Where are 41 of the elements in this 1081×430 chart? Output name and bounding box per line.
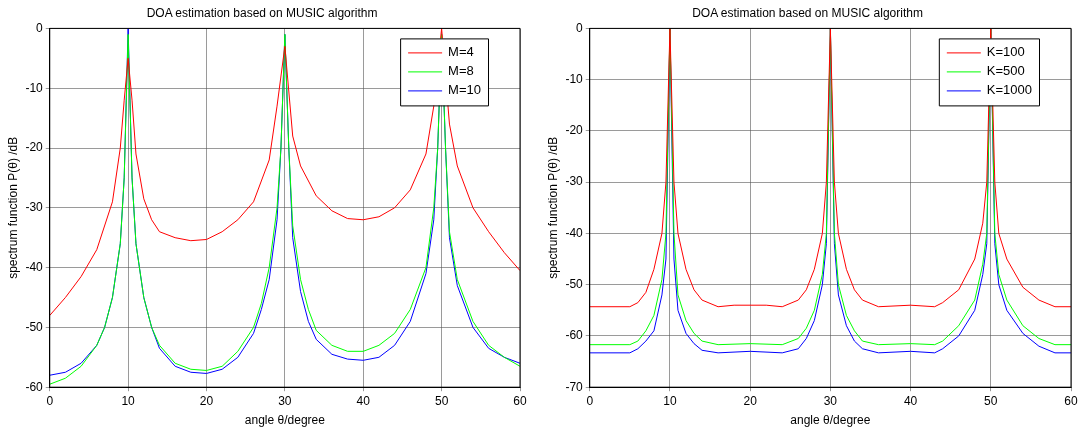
y-axis-title: spectrum function P(θ) /dB <box>5 136 20 279</box>
legend-label: K=1000 <box>986 82 1032 98</box>
y-tick-label: 0 <box>576 20 584 35</box>
x-tick-label: 60 <box>1064 393 1078 408</box>
x-tick-label: 30 <box>823 393 838 408</box>
y-tick-label: -50 <box>565 277 584 291</box>
y-tick-label: -40 <box>25 259 44 274</box>
chart-title: DOA estimation based on MUSIC algorithm <box>146 5 378 20</box>
y-tick-label: -70 <box>565 379 584 394</box>
y-tick-label: -30 <box>25 200 44 215</box>
y-axis-title: spectrum function P(θ) /dB <box>545 136 560 279</box>
legend-label: K=500 <box>986 63 1025 79</box>
x-tick-label: 10 <box>121 393 136 408</box>
y-tick-label: -10 <box>565 71 584 86</box>
x-tick-label: 50 <box>984 393 998 408</box>
legend-label: K=100 <box>986 44 1025 60</box>
y-tick-label: -40 <box>565 225 584 240</box>
legend-label: M=8 <box>448 63 474 79</box>
y-tick-label: -10 <box>25 80 44 95</box>
x-tick-label: 20 <box>199 393 214 408</box>
legend-label: M=4 <box>448 44 474 60</box>
x-tick-label: 30 <box>278 393 292 408</box>
y-tick-label: 0 <box>36 20 44 35</box>
x-tick-label: 60 <box>513 393 527 408</box>
x-tick-label: 0 <box>46 393 54 408</box>
x-tick-label: 20 <box>743 393 758 408</box>
y-tick-label: -50 <box>25 319 44 334</box>
y-tick-label: -20 <box>565 123 584 138</box>
x-tick-label: 0 <box>586 393 594 408</box>
y-tick-label: -30 <box>565 174 584 189</box>
y-tick-label: -20 <box>25 140 44 155</box>
y-tick-label: -60 <box>25 379 44 394</box>
legend-label: M=10 <box>448 82 482 98</box>
x-tick-label: 40 <box>903 393 918 408</box>
x-axis-title: angle θ/degree <box>790 413 871 428</box>
x-axis-title: angle θ/degree <box>244 413 326 428</box>
y-tick-label: -60 <box>565 328 584 343</box>
x-tick-label: 40 <box>356 393 371 408</box>
x-tick-label: 10 <box>663 393 677 408</box>
x-tick-label: 50 <box>434 393 449 408</box>
chart-title: DOA estimation based on MUSIC algorithm <box>692 5 923 20</box>
